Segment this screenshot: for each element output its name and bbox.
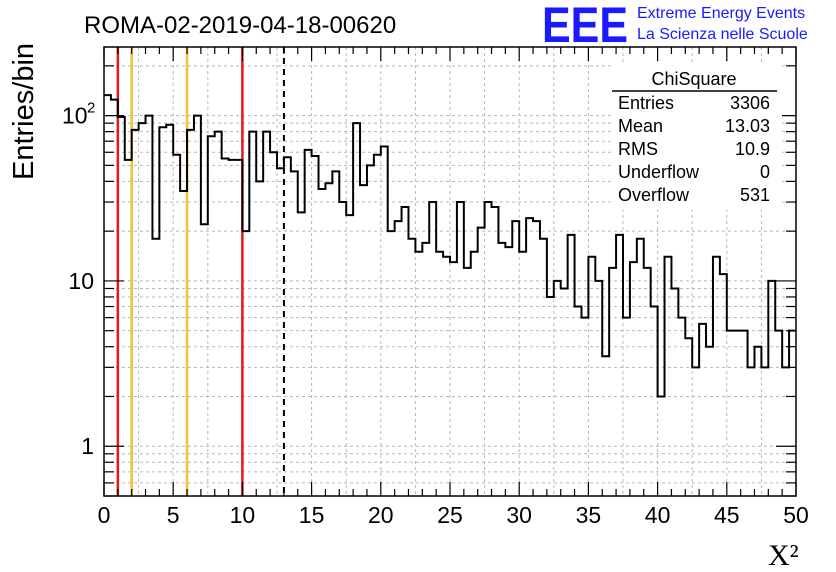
logo-eee-text: EEE (542, 0, 628, 53)
threshold-lines (116, 47, 285, 496)
x-tick-label: 10 (230, 502, 256, 528)
x-axis-label: X² (768, 539, 799, 572)
x-tick-label: 30 (506, 502, 532, 528)
x-tick-label: 35 (576, 502, 602, 528)
stats-row-label: Entries (618, 93, 674, 113)
axis-ticks (103, 47, 797, 497)
y-axis-label: Entries/bin (8, 43, 40, 180)
stats-row-label: RMS (618, 139, 658, 159)
stats-box: ChiSquare Entries 3306 Mean 13.03 RMS 10.9 Und… (612, 62, 782, 210)
x-tick-labels: 0 5 10 15 20 25 30 35 40 45 50 (98, 502, 809, 528)
stats-row-value: 10.9 (735, 139, 770, 159)
stats-title: ChiSquare (651, 69, 736, 89)
y-tick-label: 1 (81, 433, 94, 459)
x-tick-label: 15 (299, 502, 325, 528)
stats-row-value: 13.03 (725, 116, 770, 136)
x-tick-label: 45 (714, 502, 740, 528)
x-tick-label: 5 (167, 502, 180, 528)
stats-row-value: 3306 (730, 93, 770, 113)
y-tick-exponent: 2 (87, 100, 95, 117)
y-tick-label: 10 (68, 268, 94, 294)
x-tick-label: 25 (437, 502, 463, 528)
stats-row-label: Mean (618, 116, 663, 136)
stats-row-value: 0 (760, 162, 770, 182)
x-tick-label: 40 (645, 502, 671, 528)
stats-box-background (612, 62, 782, 210)
eee-logo: EEE Extreme Energy Events La Scienza nel… (542, 0, 808, 53)
grid (104, 47, 796, 496)
logo-line2: La Scienza nelle Scuole (637, 26, 808, 43)
x-tick-label: 50 (783, 502, 809, 528)
y-tick-label: 10 (62, 103, 88, 129)
stats-row-value: 531 (740, 185, 770, 205)
logo-line1: Extreme Energy Events (637, 5, 805, 22)
stats-row-label: Underflow (618, 162, 700, 182)
stats-rows: Entries 3306 Mean 13.03 RMS 10.9 Underflow 0 Ove… (618, 93, 770, 205)
chart-title: ROMA-02-2019-04-18-00620 (84, 12, 396, 39)
stats-row-label: Overflow (618, 185, 690, 205)
histogram-outline (104, 94, 796, 398)
x-tick-label: 20 (368, 502, 394, 528)
x-tick-label: 0 (98, 502, 111, 528)
